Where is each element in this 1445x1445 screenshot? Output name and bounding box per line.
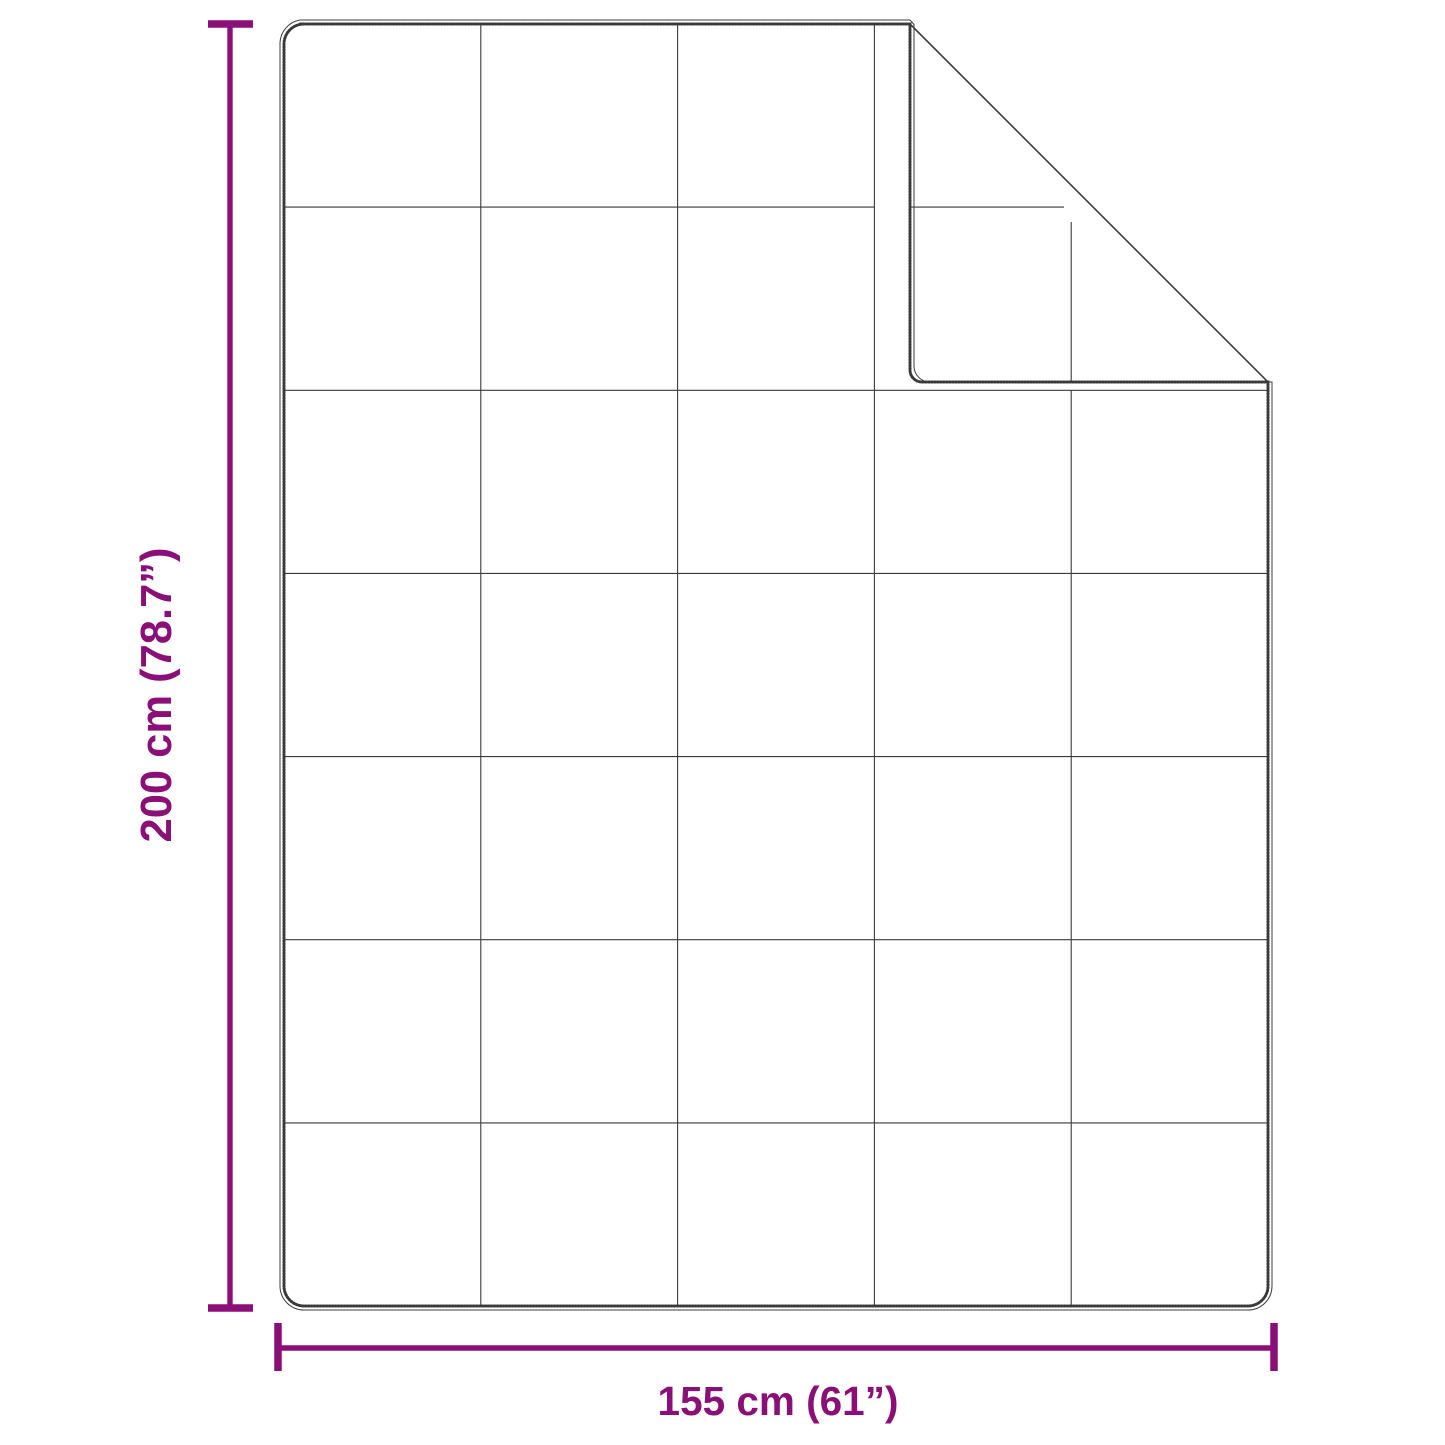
svg-text:200 cm (78.7”): 200 cm (78.7”) [133, 547, 181, 842]
svg-text:155 cm (61”): 155 cm (61”) [658, 1378, 899, 1424]
